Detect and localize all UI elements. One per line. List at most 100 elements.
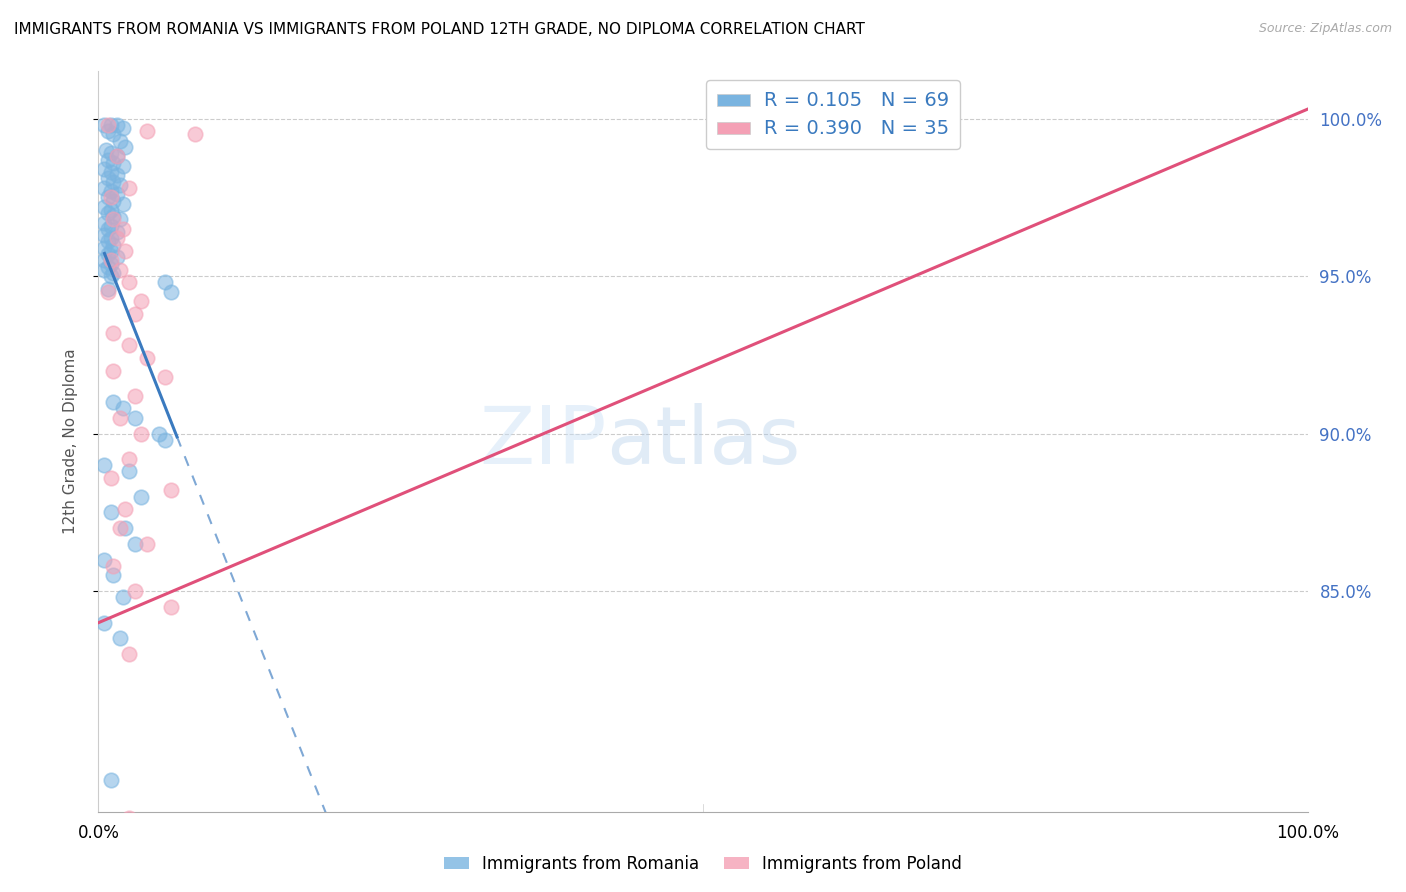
Point: [160, 285, 183, 299]
Point: [153, 370, 176, 384]
Point: [100, 190, 122, 204]
Text: atlas: atlas: [606, 402, 800, 481]
Point: [118, 451, 141, 466]
Point: [101, 128, 124, 142]
Point: [108, 411, 131, 425]
Point: [108, 134, 131, 148]
Point: [135, 124, 157, 138]
Point: [97, 222, 120, 236]
Point: [93, 458, 115, 472]
Point: [114, 521, 136, 535]
Point: [100, 231, 122, 245]
Point: [135, 351, 157, 365]
Point: [97, 124, 120, 138]
Point: [101, 194, 124, 208]
Point: [100, 202, 122, 217]
Point: [93, 181, 115, 195]
Point: [97, 260, 120, 274]
Point: [111, 121, 134, 136]
Point: [129, 490, 152, 504]
Point: [100, 253, 122, 268]
Point: [101, 395, 124, 409]
Point: [97, 118, 120, 132]
Point: [105, 149, 128, 163]
Point: [100, 256, 122, 270]
Legend: Immigrants from Romania, Immigrants from Poland: Immigrants from Romania, Immigrants from…: [437, 848, 969, 880]
Point: [101, 568, 124, 582]
Point: [108, 521, 131, 535]
Point: [97, 153, 120, 167]
Point: [97, 190, 120, 204]
Point: [97, 285, 120, 299]
Point: [118, 338, 141, 352]
Point: [111, 159, 134, 173]
Point: [111, 222, 134, 236]
Point: [93, 253, 115, 268]
Point: [101, 175, 124, 189]
Point: [118, 811, 141, 825]
Point: [105, 169, 128, 183]
Point: [124, 584, 146, 599]
Point: [100, 146, 122, 161]
Point: [129, 426, 152, 441]
Point: [118, 181, 141, 195]
Point: [129, 294, 152, 309]
Point: [153, 433, 176, 447]
Point: [184, 128, 207, 142]
Point: [93, 161, 115, 176]
Point: [97, 235, 120, 249]
Point: [118, 276, 141, 290]
Point: [108, 263, 131, 277]
Point: [101, 212, 124, 227]
Point: [93, 552, 115, 566]
Point: [93, 216, 115, 230]
Point: [160, 483, 183, 498]
Point: [124, 389, 146, 403]
Point: [118, 647, 141, 661]
Point: [108, 178, 131, 192]
Point: [100, 184, 122, 198]
Point: [93, 200, 115, 214]
Text: ZIP: ZIP: [479, 402, 606, 481]
Point: [111, 591, 134, 605]
Point: [111, 401, 134, 416]
Point: [124, 307, 146, 321]
Point: [105, 225, 128, 239]
Point: [100, 244, 122, 258]
Point: [100, 471, 122, 485]
Point: [97, 171, 120, 186]
Point: [101, 209, 124, 223]
Point: [105, 187, 128, 202]
Point: [160, 599, 183, 614]
Point: [97, 247, 120, 261]
Point: [135, 537, 157, 551]
Point: [105, 231, 128, 245]
Point: [94, 143, 117, 157]
Point: [101, 155, 124, 169]
Point: [93, 263, 115, 277]
Point: [100, 165, 122, 179]
Point: [100, 505, 122, 519]
Point: [118, 465, 141, 479]
Point: [101, 237, 124, 252]
Point: [124, 537, 146, 551]
Text: Source: ZipAtlas.com: Source: ZipAtlas.com: [1258, 22, 1392, 36]
Point: [100, 773, 122, 788]
Point: [105, 118, 128, 132]
Point: [93, 615, 115, 630]
Point: [124, 411, 146, 425]
Legend: R = 0.105   N = 69, R = 0.390   N = 35: R = 0.105 N = 69, R = 0.390 N = 35: [706, 80, 960, 149]
Point: [114, 140, 136, 154]
Point: [93, 118, 115, 132]
Point: [101, 559, 124, 574]
Point: [100, 118, 122, 132]
Point: [97, 282, 120, 296]
Point: [101, 364, 124, 378]
Point: [93, 228, 115, 243]
Point: [148, 426, 170, 441]
Point: [114, 244, 136, 258]
Point: [100, 219, 122, 233]
Point: [114, 502, 136, 516]
Text: IMMIGRANTS FROM ROMANIA VS IMMIGRANTS FROM POLAND 12TH GRADE, NO DIPLOMA CORRELA: IMMIGRANTS FROM ROMANIA VS IMMIGRANTS FR…: [14, 22, 865, 37]
Point: [97, 206, 120, 220]
